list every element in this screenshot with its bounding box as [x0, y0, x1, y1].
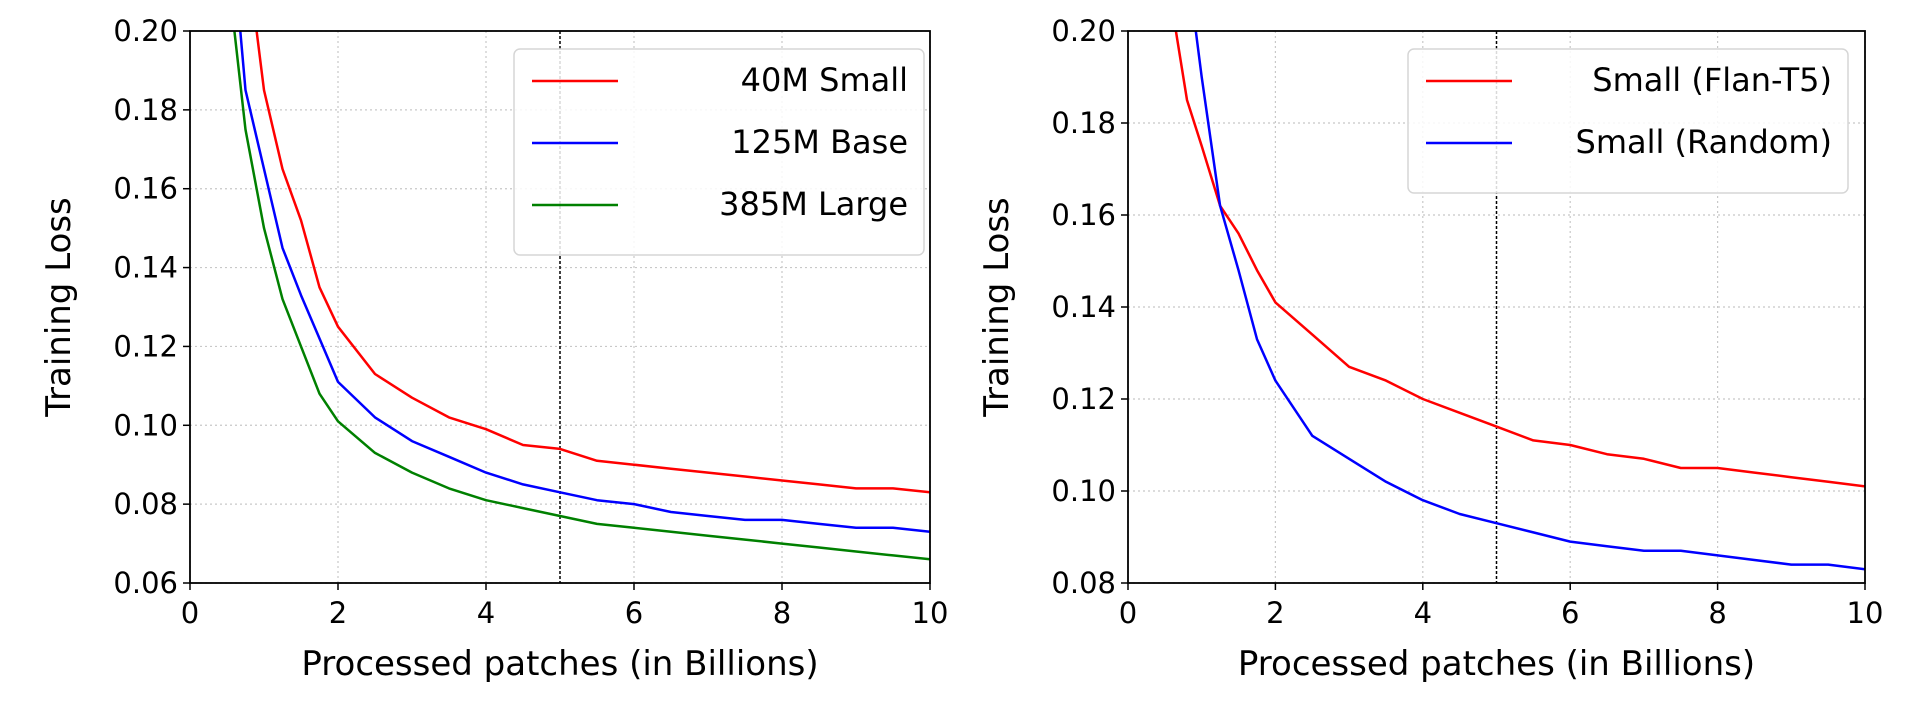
legend-box [513, 48, 925, 256]
y-tick-label: 0.14 [1051, 290, 1116, 324]
y-tick-label: 0.12 [1051, 382, 1116, 416]
y-tick-label: 0.18 [113, 93, 178, 127]
series-line-2 [239, 31, 930, 533]
axes-frame [189, 30, 931, 584]
y-tick-label: 0.16 [1051, 198, 1116, 232]
x-tick-label: 4 [1414, 596, 1432, 630]
y-tick-label: 0.18 [1051, 106, 1116, 140]
y-axis-label: Training Loss [39, 197, 79, 418]
y-tick-label: 0.20 [1051, 14, 1116, 48]
x-tick-label: 2 [329, 596, 347, 630]
legend-label: 385M Large [719, 185, 908, 223]
x-tick-label: 4 [477, 596, 495, 630]
y-tick-label: 0.16 [113, 172, 178, 206]
series-line-3 [233, 31, 930, 561]
chart-panel-1: 0 2 4 6 8 10 0.06 0.08 0.10 0.12 0.14 0.16 0.18 0.20 4… [39, 14, 948, 684]
legend: Small (Flan-T5) Small (Random) [1407, 48, 1849, 194]
y-tick-label: 0.10 [1051, 474, 1116, 508]
legend: 40M Small 125M Base 385M Large [513, 48, 925, 256]
x-tick-label: 10 [912, 596, 949, 630]
x-tick-label: 0 [181, 596, 199, 630]
series-line-2 [1194, 31, 1865, 571]
x-tick-label: 6 [1561, 596, 1579, 630]
y-tick-label: 0.12 [113, 329, 178, 363]
series-line-1 [1174, 31, 1865, 488]
chart-panel-2: 0 2 4 6 8 10 0.08 0.10 0.12 0.14 0.16 0.18 0.20 Small… [977, 14, 1883, 684]
y-tick-label: 0.06 [113, 566, 178, 600]
x-tick-label: 0 [1119, 596, 1137, 630]
x-tick-label: 10 [1847, 596, 1884, 630]
x-tick-label: 2 [1266, 596, 1284, 630]
x-axis-label: Processed patches (in Billions) [301, 644, 818, 684]
x-tick-label: 6 [625, 596, 643, 630]
axes-frame [1127, 30, 1866, 584]
legend-label: Small (Flan-T5) [1592, 61, 1832, 99]
series-line-1 [255, 31, 930, 494]
y-tick-label: 0.20 [113, 14, 178, 48]
y-tick-label: 0.10 [113, 408, 178, 442]
x-tick-label: 8 [773, 596, 791, 630]
legend-box [1407, 48, 1849, 194]
legend-label: 40M Small [741, 61, 908, 99]
y-tick-label: 0.08 [1051, 566, 1116, 600]
x-tick-label: 8 [1708, 596, 1726, 630]
legend-label: 125M Base [731, 123, 908, 161]
legend-label: Small (Random) [1576, 123, 1833, 161]
y-tick-label: 0.08 [113, 487, 178, 521]
y-tick-label: 0.14 [113, 251, 178, 285]
x-axis-label: Processed patches (in Billions) [1238, 644, 1755, 684]
y-axis-label: Training Loss [977, 197, 1017, 418]
